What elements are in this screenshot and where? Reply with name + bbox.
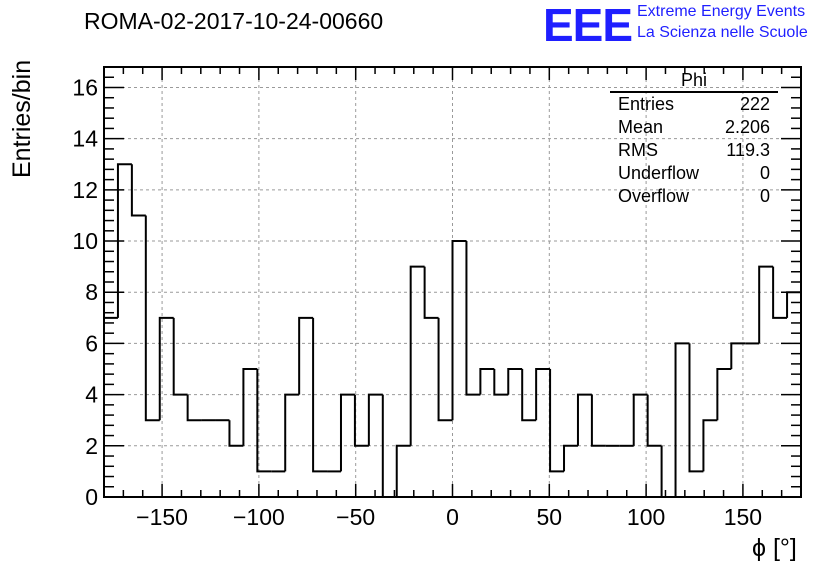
x-tick-label: 150 <box>724 504 762 530</box>
y-tick-label: 2 <box>85 433 98 459</box>
stats-box: Phi Entries 222 Mean 2.206 RMS 119.3 Und… <box>610 70 778 208</box>
histogram-bin <box>228 420 244 447</box>
stats-value: 222 <box>739 94 770 114</box>
histogram-bin <box>535 368 551 421</box>
histogram-bin <box>242 368 258 446</box>
histogram-bin <box>130 164 146 217</box>
stats-label: Overflow <box>618 186 690 206</box>
stats-value: 0 <box>759 186 770 206</box>
y-tick-label: 6 <box>85 330 98 356</box>
histogram-bin <box>674 342 690 497</box>
x-tick-label: −150 <box>136 504 188 530</box>
x-tick-label: −50 <box>336 504 375 530</box>
stats-row: Mean 2.206 <box>610 116 778 139</box>
y-axis-label: Entries/bin <box>8 59 36 178</box>
histogram-bin <box>576 393 592 446</box>
histogram-bin <box>284 393 300 472</box>
histogram-bin <box>660 445 676 498</box>
eee-logo: EEE <box>543 0 633 51</box>
x-axis-label: ϕ [°] <box>752 534 797 562</box>
stats-row: Entries 222 <box>610 93 778 116</box>
histogram-bin <box>409 265 425 446</box>
histogram-bin <box>493 369 509 396</box>
stats-value: 119.3 <box>726 140 770 160</box>
histogram-bin <box>590 394 606 447</box>
stats-row: Underflow 0 <box>610 162 778 185</box>
histogram-bin <box>465 241 481 396</box>
y-tick-label: 0 <box>85 484 98 510</box>
x-tick-label: 50 <box>537 504 563 530</box>
stats-label: Entries <box>618 94 675 114</box>
histogram-bin <box>521 369 537 422</box>
stats-row: RMS 119.3 <box>610 139 778 162</box>
stats-label: RMS <box>618 140 658 160</box>
x-tick-label: 0 <box>446 504 459 530</box>
x-tick-label: −100 <box>233 504 285 530</box>
stats-label: Mean <box>618 117 664 137</box>
stats-value: 0 <box>759 163 770 183</box>
stats-title: Phi <box>610 70 778 93</box>
histogram-bin <box>451 240 467 421</box>
histogram-bin <box>312 317 328 473</box>
chart-title: ROMA-02-2017-10-24-00660 <box>84 8 384 34</box>
histogram-bin <box>186 394 202 422</box>
logo-tagline-2: La Scienza nelle Scuole <box>637 24 808 41</box>
x-axis-ticks: −150 −100 −50 0 50 100 150 <box>122 67 783 530</box>
histogram-bin <box>549 369 565 473</box>
y-tick-label: 14 <box>72 126 98 152</box>
logo-tagline-1: Extreme Energy Events <box>637 3 806 20</box>
x-tick-label: 100 <box>627 504 665 530</box>
y-tick-label: 8 <box>85 279 98 305</box>
histogram-bin <box>688 343 704 473</box>
y-tick-label: 12 <box>72 177 98 203</box>
histogram-bin <box>144 215 160 422</box>
histogram-bin <box>702 419 718 472</box>
stats-label: Underflow <box>618 163 700 183</box>
histogram-bin <box>103 316 118 497</box>
histogram-bin <box>716 368 732 421</box>
histogram-bin <box>772 266 788 319</box>
histogram-bin <box>256 369 272 473</box>
histogram-bin <box>172 317 188 396</box>
stats-value: 2.206 <box>724 117 770 137</box>
y-tick-label: 16 <box>72 74 98 100</box>
histogram-bin <box>563 444 578 472</box>
stats-row: Overflow 0 <box>610 185 778 208</box>
histogram-bin <box>646 394 662 447</box>
y-axis-ticks: 0 2 4 6 8 10 12 14 16 <box>72 74 801 510</box>
histogram-bin <box>437 317 453 422</box>
histogram-bin <box>730 342 746 370</box>
histogram-bars <box>103 163 802 498</box>
histogram-bin <box>507 368 523 395</box>
histogram-bin <box>632 393 648 446</box>
histogram-bin <box>479 368 495 395</box>
histogram-bin <box>395 444 411 497</box>
y-tick-label: 4 <box>85 382 98 408</box>
histogram-bin <box>158 316 174 421</box>
histogram-bin <box>339 393 355 472</box>
y-tick-label: 10 <box>72 228 98 254</box>
histogram-bin <box>786 291 801 318</box>
histogram-bin <box>758 265 774 344</box>
histogram-bin <box>367 393 383 446</box>
histogram-bin <box>423 266 439 319</box>
histogram-bin <box>353 394 369 447</box>
histogram-bin <box>116 163 132 318</box>
histogram-bin <box>298 316 314 395</box>
